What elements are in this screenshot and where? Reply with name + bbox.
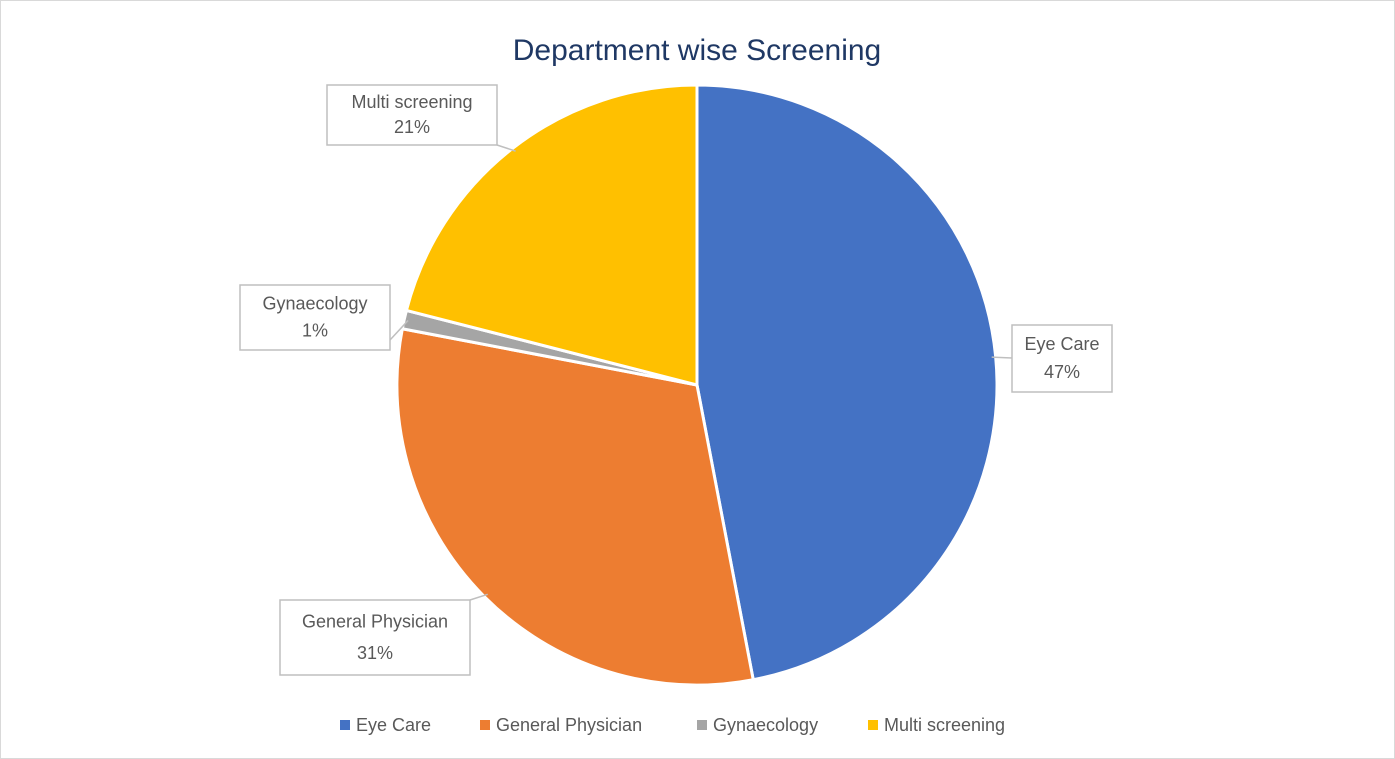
data-label-value: 47%: [1044, 362, 1080, 382]
legend-label: Gynaecology: [713, 715, 818, 735]
leader-line: [496, 144, 516, 152]
label-box: [279, 599, 471, 676]
legend-swatch: [697, 720, 707, 730]
leader-line: [389, 319, 409, 341]
data-label-name: Gynaecology: [262, 293, 367, 313]
legend-label: General Physician: [496, 715, 642, 735]
legend-swatch: [480, 720, 490, 730]
label-box: [326, 84, 498, 146]
legend-label: Multi screening: [884, 715, 1005, 735]
label-box: [239, 284, 391, 351]
legend-label: Eye Care: [356, 715, 431, 735]
data-label-value: 1%: [302, 321, 328, 341]
pie-slice: [404, 83, 699, 387]
chart-title: Department wise Screening: [513, 34, 882, 67]
data-label-name: Eye Care: [1024, 334, 1099, 354]
data-label-value: 31%: [357, 643, 393, 663]
data-label-name: General Physician: [302, 611, 448, 631]
label-box: [1011, 324, 1113, 393]
pie-slice: [395, 327, 755, 687]
legend-swatch: [340, 720, 350, 730]
data-label-value: 21%: [394, 117, 430, 137]
legend-swatch: [868, 720, 878, 730]
leader-line: [469, 593, 488, 601]
leader-line: [991, 356, 1013, 359]
data-label-name: Multi screening: [351, 92, 472, 112]
